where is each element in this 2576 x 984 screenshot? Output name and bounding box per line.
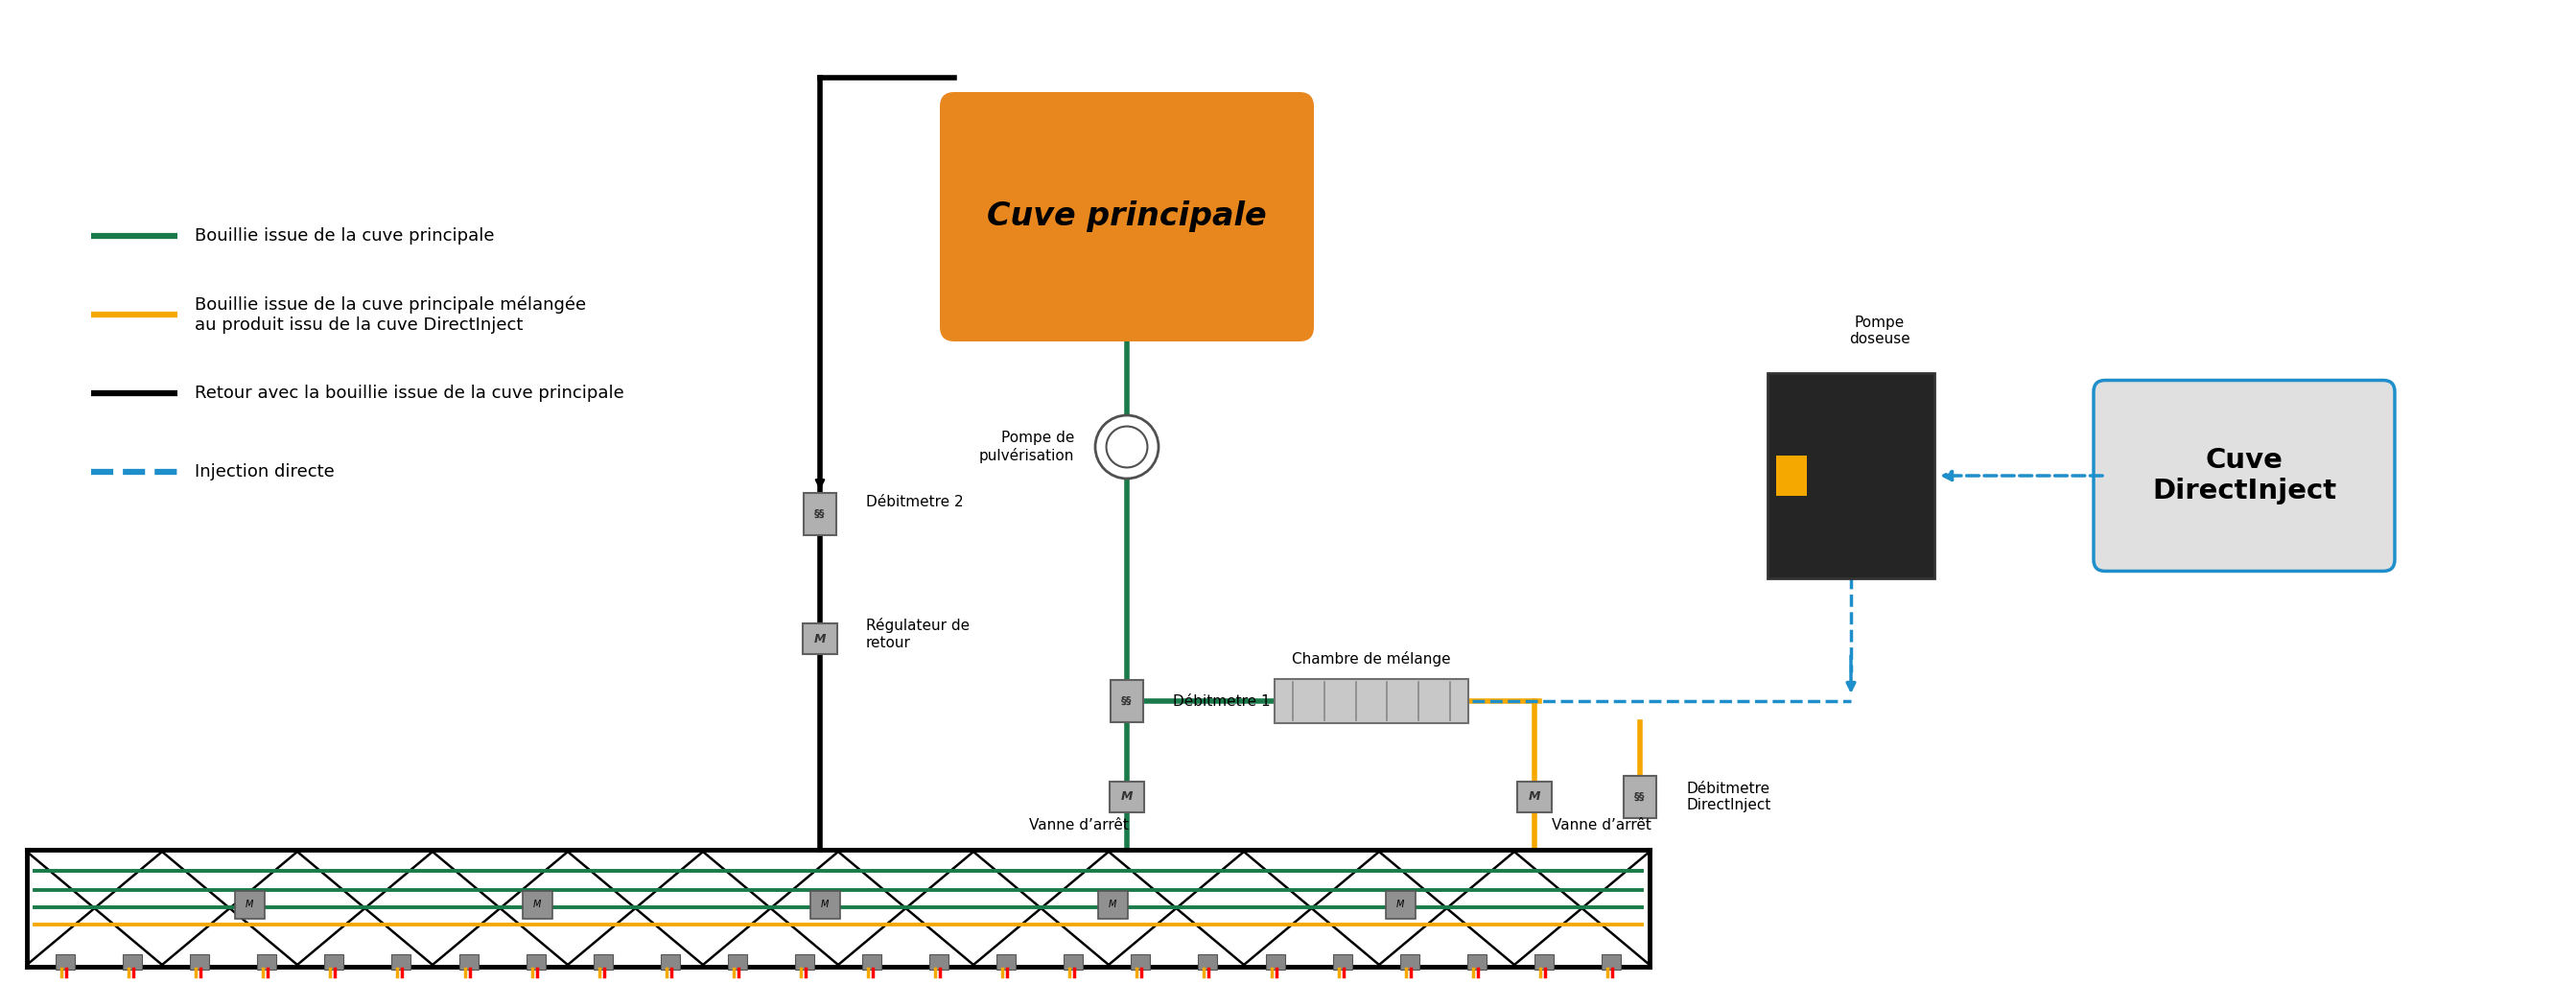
- FancyBboxPatch shape: [1777, 456, 1806, 496]
- FancyBboxPatch shape: [997, 954, 1015, 969]
- Text: §§: §§: [1121, 697, 1133, 706]
- FancyBboxPatch shape: [592, 954, 613, 969]
- Text: §§: §§: [1633, 792, 1646, 802]
- FancyBboxPatch shape: [124, 954, 142, 969]
- FancyBboxPatch shape: [392, 954, 412, 969]
- Text: Vanne d’arrêt: Vanne d’arrêt: [1030, 818, 1128, 832]
- Text: M: M: [1396, 899, 1404, 909]
- FancyBboxPatch shape: [1468, 954, 1486, 969]
- FancyBboxPatch shape: [325, 954, 343, 969]
- Text: Retour avec la bouillie issue de la cuve principale: Retour avec la bouillie issue de la cuve…: [196, 385, 623, 401]
- Text: Cuve principale: Cuve principale: [987, 201, 1267, 232]
- FancyBboxPatch shape: [526, 954, 546, 969]
- FancyBboxPatch shape: [191, 954, 209, 969]
- Text: Régulateur de
retour: Régulateur de retour: [866, 618, 969, 650]
- Text: M: M: [1528, 791, 1540, 803]
- FancyBboxPatch shape: [796, 954, 814, 969]
- FancyBboxPatch shape: [1265, 954, 1285, 969]
- Text: Pompe
doseuse: Pompe doseuse: [1850, 315, 1911, 346]
- FancyBboxPatch shape: [1602, 954, 1620, 969]
- Text: M: M: [533, 899, 541, 909]
- Text: Cuve
DirectInject: Cuve DirectInject: [2151, 447, 2336, 505]
- Text: Injection directe: Injection directe: [196, 463, 335, 480]
- Text: M: M: [822, 899, 829, 909]
- FancyBboxPatch shape: [863, 954, 881, 969]
- Text: M: M: [1121, 791, 1133, 803]
- FancyBboxPatch shape: [804, 493, 837, 535]
- Text: §§: §§: [814, 510, 824, 519]
- FancyBboxPatch shape: [2094, 380, 2396, 571]
- FancyBboxPatch shape: [1275, 679, 1468, 723]
- FancyBboxPatch shape: [1517, 781, 1551, 813]
- FancyBboxPatch shape: [1767, 373, 1935, 579]
- FancyBboxPatch shape: [1623, 775, 1656, 818]
- FancyBboxPatch shape: [234, 891, 265, 918]
- FancyBboxPatch shape: [940, 92, 1314, 341]
- FancyBboxPatch shape: [1131, 954, 1151, 969]
- Circle shape: [1095, 415, 1159, 478]
- FancyBboxPatch shape: [459, 954, 479, 969]
- FancyBboxPatch shape: [57, 954, 75, 969]
- FancyBboxPatch shape: [258, 954, 276, 969]
- Text: Débitmetre 1: Débitmetre 1: [1172, 694, 1270, 708]
- FancyBboxPatch shape: [1110, 680, 1144, 722]
- FancyBboxPatch shape: [1110, 781, 1144, 813]
- Text: Bouillie issue de la cuve principale: Bouillie issue de la cuve principale: [196, 227, 495, 245]
- FancyBboxPatch shape: [659, 954, 680, 969]
- Text: M: M: [814, 633, 827, 645]
- Text: Vanne d’arrêt: Vanne d’arrêt: [1551, 818, 1651, 832]
- FancyBboxPatch shape: [1332, 954, 1352, 969]
- FancyBboxPatch shape: [1064, 954, 1082, 969]
- Text: Chambre de mélange: Chambre de mélange: [1293, 651, 1450, 666]
- Text: Débitmetre 2: Débitmetre 2: [866, 495, 963, 510]
- Text: M: M: [1108, 899, 1115, 909]
- Text: Pompe de
pulvérisation: Pompe de pulvérisation: [979, 431, 1074, 463]
- Text: Débitmetre
DirectInject: Débitmetre DirectInject: [1687, 781, 1770, 813]
- FancyBboxPatch shape: [1386, 891, 1414, 918]
- FancyBboxPatch shape: [1097, 891, 1128, 918]
- FancyBboxPatch shape: [1399, 954, 1419, 969]
- FancyBboxPatch shape: [1535, 954, 1553, 969]
- FancyBboxPatch shape: [809, 891, 840, 918]
- Text: M: M: [245, 899, 252, 909]
- Text: Bouillie issue de la cuve principale mélangée
au produit issu de la cuve DirectI: Bouillie issue de la cuve principale mél…: [196, 296, 587, 334]
- FancyBboxPatch shape: [804, 624, 837, 654]
- FancyBboxPatch shape: [729, 954, 747, 969]
- FancyBboxPatch shape: [1198, 954, 1218, 969]
- FancyBboxPatch shape: [523, 891, 551, 918]
- FancyBboxPatch shape: [930, 954, 948, 969]
